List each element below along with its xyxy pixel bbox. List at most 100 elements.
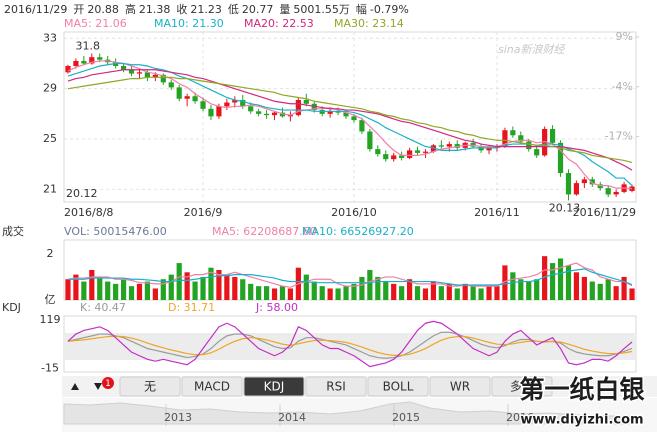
candle-body (367, 131, 373, 150)
tab-button[interactable] (181, 376, 243, 397)
candle-body (629, 186, 635, 191)
volume-bar (375, 276, 381, 300)
candle-body (557, 142, 564, 174)
candle-body (216, 106, 222, 117)
candle-body (232, 100, 238, 103)
volume-bar (160, 279, 166, 300)
tab-label[interactable]: MACD (194, 380, 230, 394)
volume-bar (621, 276, 627, 300)
tab[interactable]: 无 (119, 376, 181, 397)
candle-body (605, 188, 611, 195)
volume-bar (367, 270, 373, 300)
volume-bar (406, 279, 413, 300)
y-tick-label: -15 (41, 361, 59, 374)
legend-entry: MA10: 21.30 (154, 17, 224, 30)
candle-body (184, 96, 190, 99)
tab-label[interactable]: KDJ (264, 380, 285, 394)
candle-body (208, 108, 214, 117)
tab-button[interactable] (367, 376, 429, 397)
tab-button[interactable] (243, 376, 305, 397)
tab-label[interactable]: RSI (326, 380, 346, 394)
volume-bar (287, 288, 294, 300)
line-series (67, 335, 633, 356)
volume-bar (478, 288, 484, 300)
legend-entry: J: 58.00 (255, 301, 298, 314)
candle-body (478, 146, 484, 151)
badge-count: 1 (105, 379, 111, 389)
tab-button[interactable] (491, 376, 553, 397)
down-arrow[interactable] (94, 383, 102, 390)
volume-bar (240, 279, 246, 300)
legend-entry: MA10: 66526927.20 (302, 225, 414, 238)
tab[interactable]: RSI (305, 376, 367, 397)
volume-bar (97, 276, 103, 300)
header-field-label: 开 (73, 3, 84, 16)
volume-bar (168, 274, 174, 300)
tab-label[interactable]: WR (450, 380, 470, 394)
candle-body (406, 150, 413, 158)
site-watermark: 第一纸白银 (519, 375, 645, 404)
chart-layer: 2016/11/29 开 20.88 高 21.38 收 21.23 低 20.77 量 5001.… (2, 2, 639, 374)
candle-body (240, 100, 246, 107)
x-tick-label: 2016/11 (474, 206, 520, 219)
site-url: www.diyizhi.com (520, 413, 643, 428)
volume-bar (216, 270, 222, 300)
candle-body (200, 101, 206, 109)
scroll-down[interactable] (94, 383, 102, 390)
volume-bar (351, 283, 357, 300)
y-tick-label: 119 (40, 313, 61, 326)
volume-bar (422, 288, 429, 300)
volume-bar (542, 256, 548, 300)
kdj-panel (63, 315, 637, 373)
candle-body (113, 62, 119, 66)
candle-body (311, 103, 317, 111)
volume-bar (81, 281, 87, 300)
candle-body (613, 191, 619, 195)
navigator-area (63, 401, 637, 425)
tab-button[interactable] (119, 376, 181, 397)
header-field-value: 20.77 (242, 3, 274, 16)
candle-body (430, 145, 437, 152)
legend-entry: MA5: 21.06 (64, 17, 127, 30)
candle-body (581, 179, 587, 184)
volume-bar (446, 283, 452, 300)
tab[interactable]: 多空 (491, 376, 553, 397)
tab-label[interactable]: BOLL (383, 380, 414, 394)
scroll-up[interactable] (71, 383, 79, 390)
tab-button[interactable] (429, 376, 491, 397)
candle-body (422, 151, 429, 153)
header-field-value: 21.38 (139, 3, 171, 16)
tab[interactable]: WR (429, 376, 491, 397)
tab[interactable]: KDJ (243, 376, 305, 397)
volume-bar (399, 286, 405, 300)
candle-body (343, 112, 349, 117)
header-info: 2016/11/29 开 20.88 高 21.38 收 21.23 低 20.77 量 5001.… (4, 2, 409, 16)
candle-body (176, 87, 182, 99)
legend-entry: D: 31.71 (168, 301, 215, 314)
candle-body (327, 111, 333, 114)
tab-label[interactable]: 多空 (510, 380, 534, 394)
tab[interactable]: MACD (181, 376, 243, 397)
range-low-label: 20.12 (66, 187, 98, 200)
volume-label: VOL: 50015476.00 (64, 225, 167, 238)
sina-watermark: sina新浪财经 (498, 43, 565, 56)
y-tick-label: 亿 (45, 293, 56, 306)
volume-bar (605, 279, 611, 300)
x-tick-label: 2016/9 (184, 206, 223, 219)
volume-bar (518, 279, 524, 300)
candle-body (589, 179, 595, 185)
candle-body (295, 100, 301, 116)
volume-bar (232, 276, 238, 300)
up-arrow[interactable] (71, 383, 79, 390)
tab-label[interactable]: 无 (144, 380, 156, 394)
candle-body (81, 60, 87, 64)
line-series (67, 262, 633, 288)
tab[interactable]: BOLL (367, 376, 429, 397)
candle-body (128, 69, 135, 74)
volume-bar (502, 265, 508, 300)
tab-button[interactable] (305, 376, 367, 397)
candle-body (486, 147, 492, 151)
line-series (67, 69, 633, 171)
y2-tick-label: 9% (616, 30, 633, 43)
candle-body (256, 111, 262, 114)
